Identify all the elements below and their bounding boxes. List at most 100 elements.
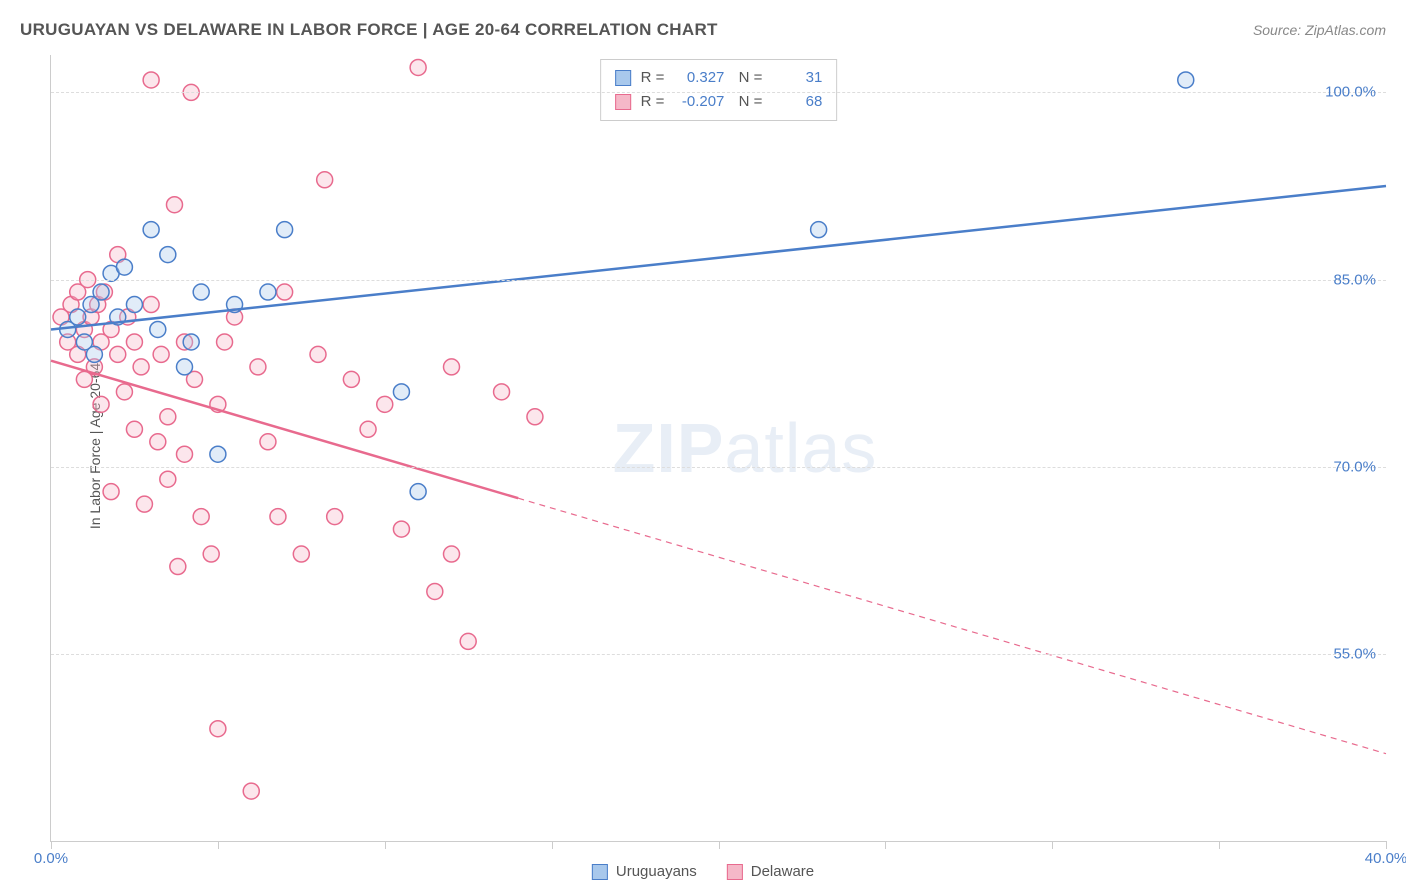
scatter-point: [143, 72, 159, 88]
scatter-point: [310, 346, 326, 362]
scatter-point: [217, 334, 233, 350]
x-tick: [385, 841, 386, 849]
scatter-point: [150, 434, 166, 450]
scatter-point: [193, 509, 209, 525]
scatter-point: [177, 446, 193, 462]
scatter-point: [427, 583, 443, 599]
gridline: [51, 467, 1386, 468]
x-tick-label: 0.0%: [34, 850, 68, 867]
scatter-point: [377, 396, 393, 412]
scatter-point: [183, 334, 199, 350]
scatter-point: [277, 222, 293, 238]
bottom-legend: Uruguayans Delaware: [592, 863, 814, 880]
scatter-point: [93, 396, 109, 412]
x-tick-label: 40.0%: [1365, 850, 1406, 867]
scatter-point: [126, 334, 142, 350]
scatter-point: [811, 222, 827, 238]
chart-header: URUGUAYAN VS DELAWARE IN LABOR FORCE | A…: [20, 20, 1386, 40]
scatter-point: [166, 197, 182, 213]
n-value-delaware: 68: [772, 90, 822, 114]
scatter-point: [160, 247, 176, 263]
correlation-row-uruguayans: R = 0.327 N = 31: [615, 66, 823, 90]
scatter-point: [86, 346, 102, 362]
legend-swatch-delaware: [727, 864, 743, 880]
trend-line-solid: [51, 361, 518, 499]
scatter-point: [327, 509, 343, 525]
scatter-point: [170, 559, 186, 575]
scatter-point: [277, 284, 293, 300]
scatter-point: [260, 284, 276, 300]
legend-label-delaware: Delaware: [751, 863, 814, 880]
scatter-point: [243, 783, 259, 799]
x-tick: [1219, 841, 1220, 849]
scatter-point: [260, 434, 276, 450]
scatter-point: [103, 484, 119, 500]
scatter-point: [393, 384, 409, 400]
scatter-point: [160, 471, 176, 487]
scatter-point: [93, 284, 109, 300]
scatter-point: [270, 509, 286, 525]
n-label: N =: [734, 90, 762, 114]
y-tick-label: 85.0%: [1333, 271, 1376, 288]
r-label: R =: [641, 90, 665, 114]
y-tick-label: 55.0%: [1333, 645, 1376, 662]
r-value-delaware: -0.207: [674, 90, 724, 114]
gridline: [51, 92, 1386, 93]
legend-label-uruguayans: Uruguayans: [616, 863, 697, 880]
scatter-point: [360, 421, 376, 437]
scatter-point: [177, 359, 193, 375]
scatter-point: [460, 633, 476, 649]
gridline: [51, 280, 1386, 281]
scatter-point: [150, 321, 166, 337]
x-tick: [552, 841, 553, 849]
scatter-point: [126, 297, 142, 313]
correlation-row-delaware: R = -0.207 N = 68: [615, 90, 823, 114]
scatter-point: [116, 384, 132, 400]
scatter-point: [250, 359, 266, 375]
r-label: R =: [641, 66, 665, 90]
plot-svg: [51, 55, 1386, 841]
scatter-point: [133, 359, 149, 375]
scatter-point: [210, 446, 226, 462]
x-tick: [218, 841, 219, 849]
x-tick: [1386, 841, 1387, 849]
scatter-point: [136, 496, 152, 512]
n-value-uruguayans: 31: [772, 66, 822, 90]
scatter-point: [210, 721, 226, 737]
scatter-point: [116, 259, 132, 275]
legend-swatch-uruguayans: [592, 864, 608, 880]
legend-swatch-uruguayans: [615, 70, 631, 86]
scatter-point: [410, 59, 426, 75]
legend-item-uruguayans: Uruguayans: [592, 863, 697, 880]
scatter-point: [126, 421, 142, 437]
n-label: N =: [734, 66, 762, 90]
y-tick-label: 100.0%: [1325, 84, 1376, 101]
scatter-point: [1178, 72, 1194, 88]
legend-item-delaware: Delaware: [727, 863, 814, 880]
source-label: Source: ZipAtlas.com: [1253, 22, 1386, 38]
chart-plot-area: ZIPatlas R = 0.327 N = 31 R = -0.207 N =…: [50, 55, 1386, 842]
trend-line-solid: [51, 186, 1386, 329]
scatter-point: [444, 546, 460, 562]
scatter-point: [143, 297, 159, 313]
scatter-point: [70, 309, 86, 325]
scatter-point: [527, 409, 543, 425]
y-tick-label: 70.0%: [1333, 458, 1376, 475]
scatter-point: [494, 384, 510, 400]
scatter-point: [193, 284, 209, 300]
scatter-point: [444, 359, 460, 375]
trend-line-dashed: [518, 498, 1386, 753]
scatter-point: [143, 222, 159, 238]
scatter-point: [343, 371, 359, 387]
scatter-point: [410, 484, 426, 500]
chart-title: URUGUAYAN VS DELAWARE IN LABOR FORCE | A…: [20, 20, 718, 40]
scatter-point: [203, 546, 219, 562]
x-tick: [885, 841, 886, 849]
correlation-legend-box: R = 0.327 N = 31 R = -0.207 N = 68: [600, 59, 838, 121]
scatter-point: [317, 172, 333, 188]
scatter-point: [153, 346, 169, 362]
scatter-point: [160, 409, 176, 425]
legend-swatch-delaware: [615, 94, 631, 110]
r-value-uruguayans: 0.327: [674, 66, 724, 90]
gridline: [51, 654, 1386, 655]
